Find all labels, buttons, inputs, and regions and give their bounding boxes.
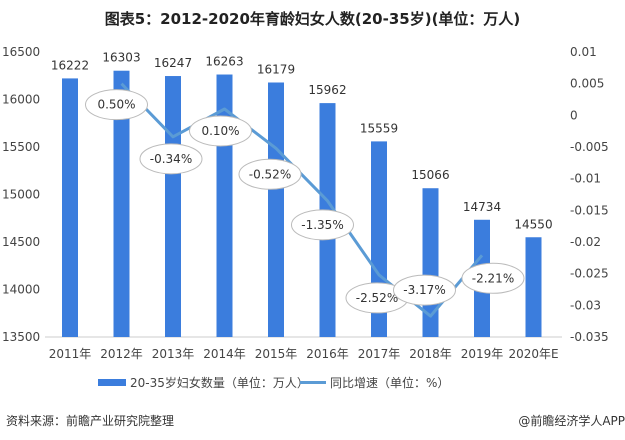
right-axis-tick: -0.01 [570,172,601,186]
line-label-bubble [291,209,354,241]
chart-title: 图表5：2012-2020年育龄妇女人数(20-35岁)(单位：万人) [104,10,521,28]
left-axis-tick: 13500 [2,330,40,344]
bar-data-label: 16263 [205,55,243,69]
right-axis-tick: -0.035 [570,330,609,344]
brand-note: @前瞻经济学人APP [518,414,625,428]
legend-bar-label: 20-35岁妇女数量（单位：万人） [130,375,309,390]
line-data-label: -1.35% [301,218,343,232]
line-data-label: -2.21% [472,271,514,285]
bar-data-label: 15066 [411,168,449,182]
x-axis-tick: 2019年 [461,347,504,361]
x-axis-tick: 2012年 [100,347,143,361]
line-label-bubble [238,158,302,190]
line-data-label: -2.52% [356,291,398,305]
x-axis-tick: 2013年 [152,347,195,361]
left-axis-tick: 16000 [2,93,40,107]
bar [268,82,284,338]
bar-data-label: 15559 [360,121,398,135]
legend-line-label: 同比增速（单位：%） [330,375,449,390]
legend-bar-swatch [98,379,126,386]
bar-data-label: 14550 [514,217,552,231]
left-axis-tick: 14000 [2,283,40,297]
line-label-bubble [139,143,203,175]
x-axis-tick: 2020年E [508,347,558,361]
right-axis-tick: -0.025 [570,267,609,281]
bar [62,78,78,337]
line-data-label: 0.10% [201,124,239,138]
bar [165,76,181,337]
line-data-label: -0.52% [249,167,291,181]
right-axis-tick: -0.015 [570,203,609,217]
bar [525,237,542,337]
bar-data-label: 14734 [463,200,501,214]
bar-data-label: 16222 [51,58,89,72]
bar-data-label: 16179 [257,62,295,76]
line-label-bubble [189,115,252,147]
growth-line [120,82,484,318]
source-note: 资料来源：前瞻产业研究院整理 [6,414,175,428]
right-axis-tick: -0.005 [570,140,609,154]
left-axis-tick: 15000 [2,188,40,202]
line-data-label: -3.17% [403,283,445,297]
x-axis-tick: 2011年 [49,347,92,361]
line-label-bubble [393,274,456,306]
right-axis-tick: 0.005 [570,77,604,91]
x-axis-tick: 2015年 [255,347,298,361]
x-axis-tick: 2018年 [409,347,452,361]
right-axis-tick: 0 [570,108,578,122]
bar-data-label: 16303 [102,51,140,65]
right-axis-tick: -0.02 [570,235,601,249]
bar-data-label: 15962 [308,83,346,97]
x-axis-tick: 2017年 [358,347,401,361]
bar [113,70,130,337]
right-axis-tick: -0.03 [570,298,601,312]
left-axis-tick: 15500 [2,140,40,154]
line-data-label: 0.50% [97,98,135,112]
x-axis-tick: 2016年 [306,347,349,361]
line-label-bubble [85,89,148,121]
x-axis-tick: 2014年 [203,347,246,361]
line-data-label: -0.34% [150,152,192,166]
bar-data-label: 16247 [154,56,192,70]
line-label-bubble [461,262,525,294]
left-axis-tick: 16500 [2,45,40,59]
right-axis-tick: 0.01 [570,45,597,59]
left-axis-tick: 14500 [2,235,40,249]
